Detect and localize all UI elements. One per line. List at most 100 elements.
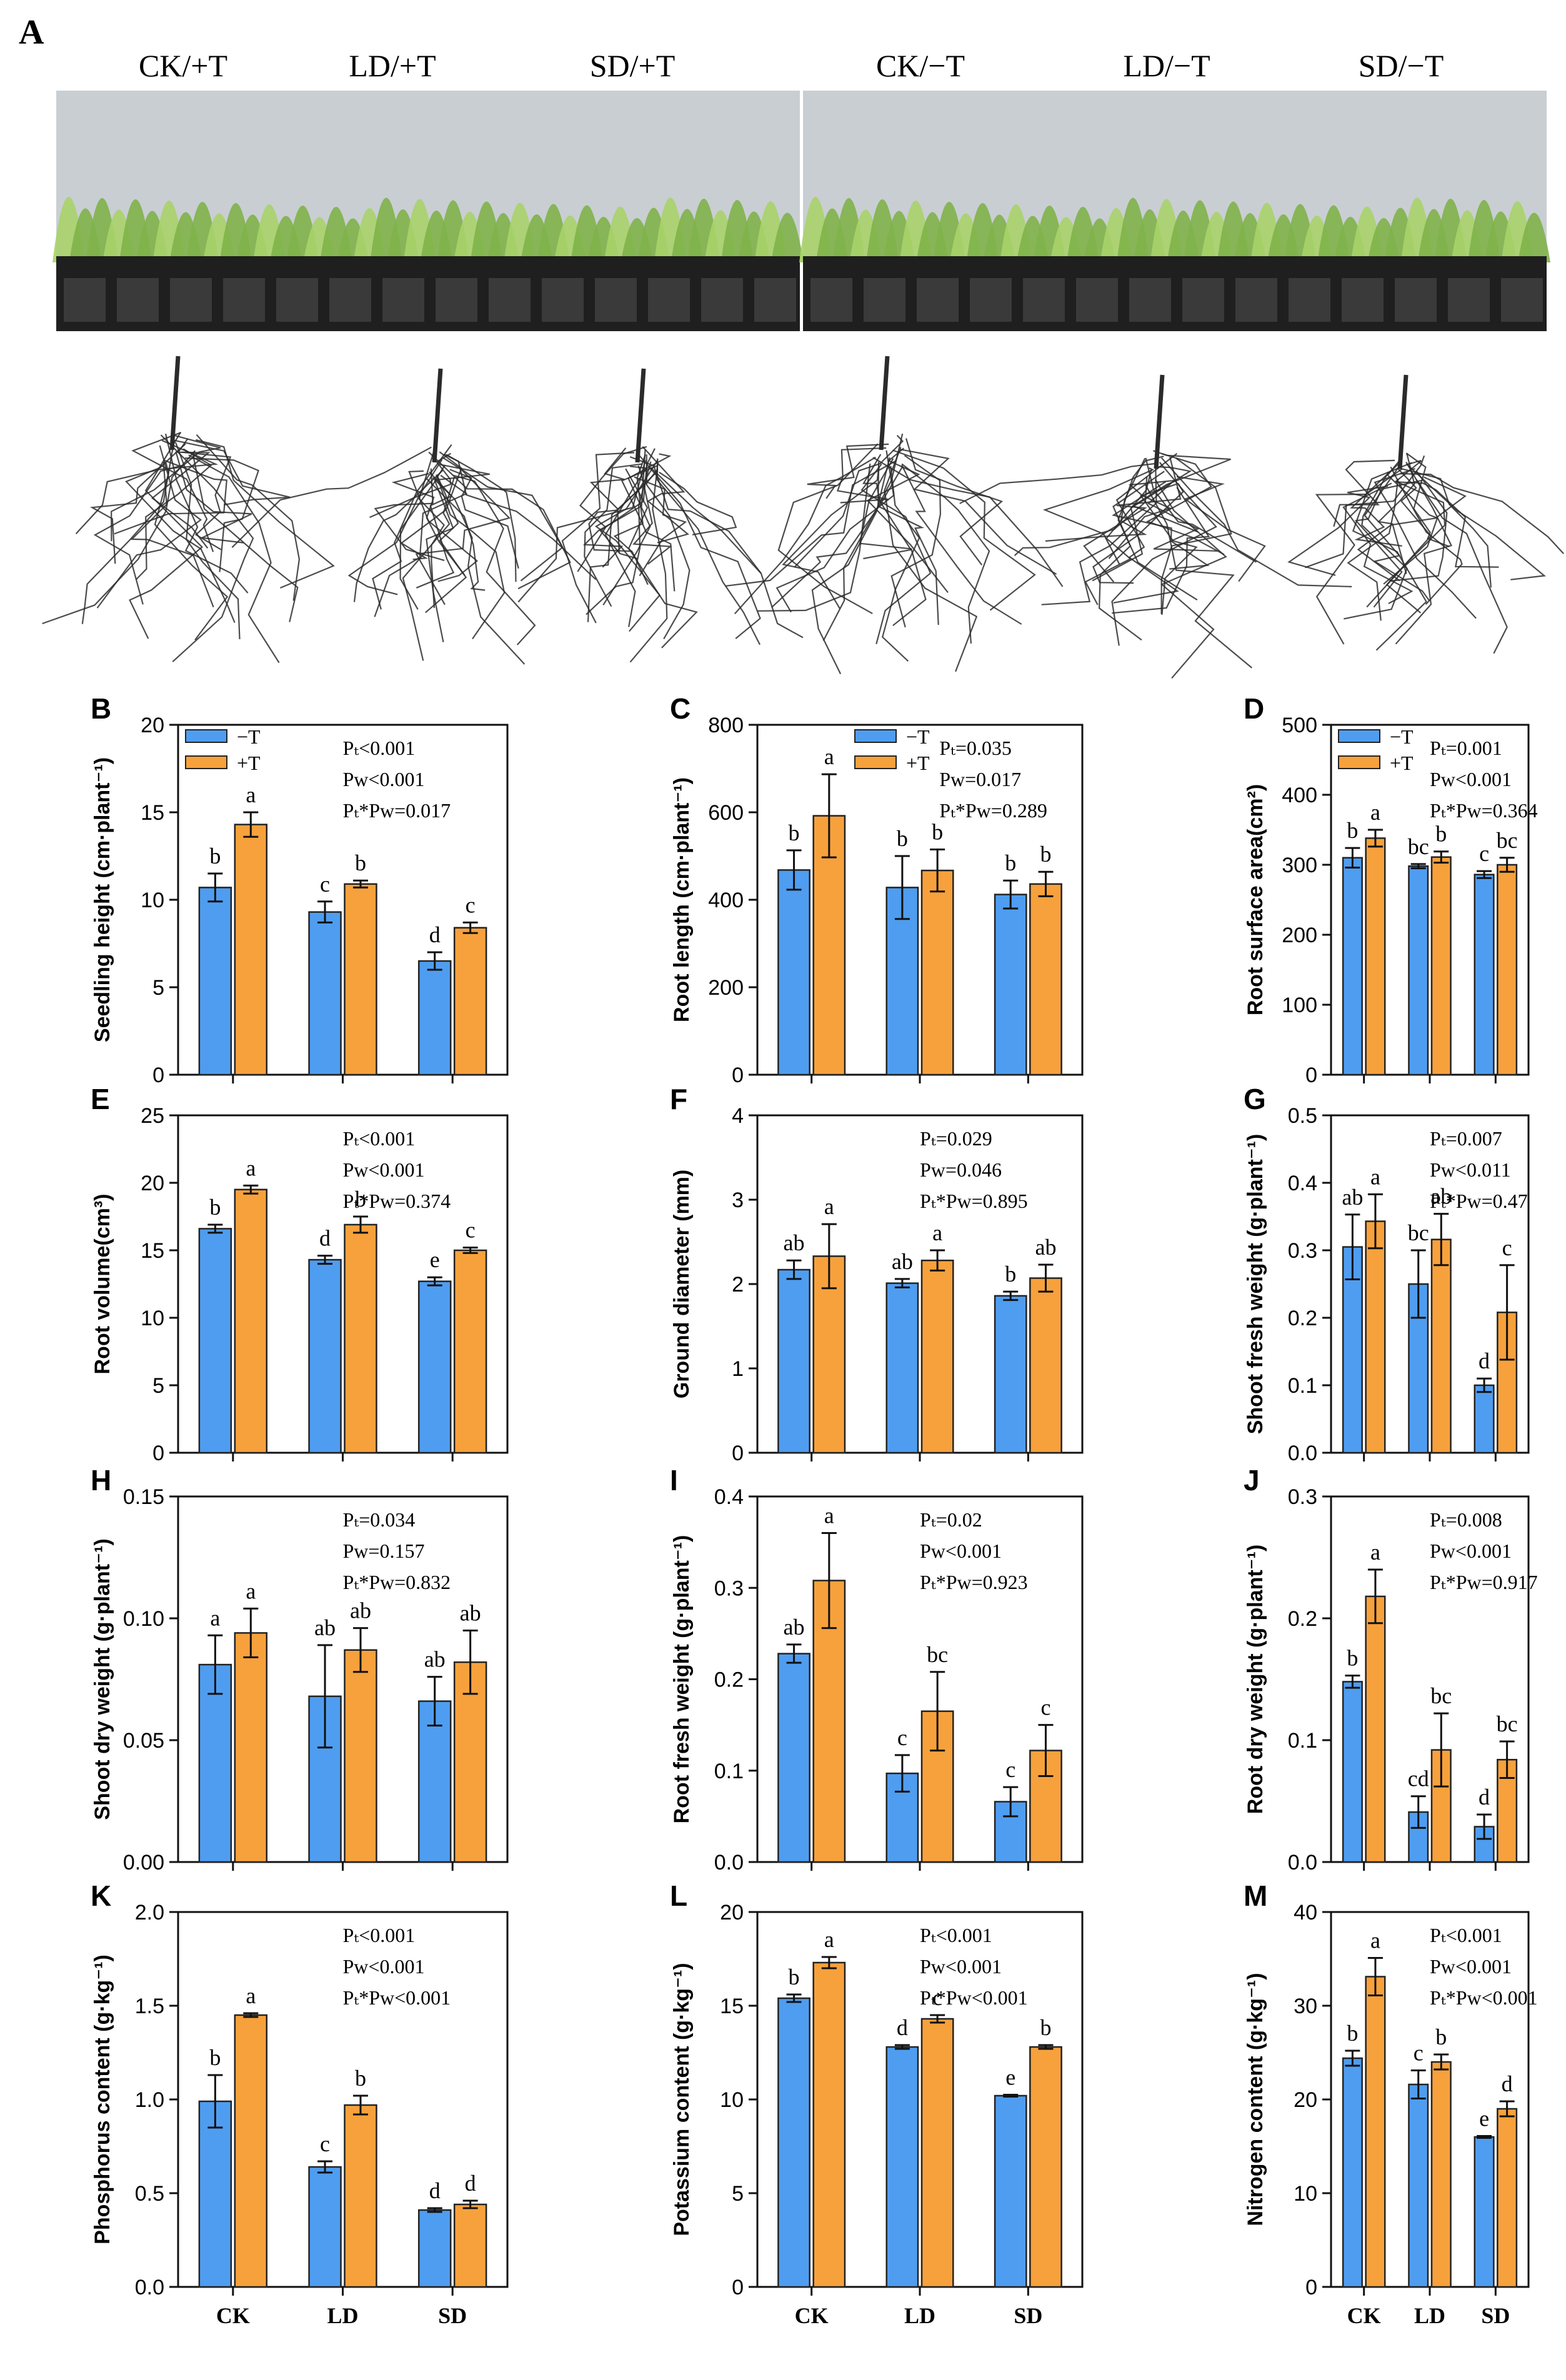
bar-plus-t — [453, 1249, 487, 1454]
bar-plus-t — [1365, 1976, 1386, 2288]
y-tick-label: 0.1 — [1288, 1374, 1317, 1398]
stat-line: Pₜ=0.029 — [920, 1127, 992, 1150]
root-strand — [877, 462, 939, 625]
x-category-label: LD — [904, 2303, 935, 2328]
significance-letter: b — [355, 2066, 366, 2091]
x-category-label: CK — [216, 2303, 250, 2328]
y-tick-label: 0 — [1305, 2276, 1317, 2299]
stat-line: Pₜ*Pᴡ=0.017 — [343, 799, 451, 822]
y-tick-label: 25 — [141, 1104, 164, 1128]
significance-letter: c — [1479, 841, 1489, 866]
root-strand — [629, 456, 762, 574]
root-strand — [415, 467, 511, 605]
y-axis-label: Phosphorus content (g·kg⁻¹) — [91, 1954, 114, 2244]
significance-letter: ab — [460, 1601, 481, 1626]
root-strand — [637, 454, 761, 639]
bar-plus-t — [453, 2203, 487, 2288]
stat-line: Pₜ=0.007 — [1430, 1127, 1502, 1150]
y-tick-label: 0.0 — [1288, 1851, 1317, 1875]
tray-cell — [170, 278, 212, 322]
y-tick-label: 0 — [152, 1441, 164, 1465]
x-category-label: SD — [1481, 2303, 1510, 2328]
bar-plus-t — [1365, 837, 1386, 1076]
y-tick-label: 400 — [708, 889, 744, 912]
root-strand — [1083, 457, 1182, 583]
stat-line: Pₜ*Pᴡ<0.001 — [920, 1986, 1028, 2009]
stat-line: Pₜ*Pᴡ=0.895 — [920, 1190, 1028, 1212]
stat-line: Pₜ*Pᴡ=0.923 — [920, 1571, 1028, 1593]
photo-left-plus-t — [52, 91, 804, 331]
bar-minus-t — [1342, 857, 1363, 1076]
y-tick-label: 1.5 — [135, 1994, 164, 2018]
root-strand — [231, 446, 432, 548]
bar-minus-t — [1408, 2083, 1429, 2288]
root-strand — [642, 446, 689, 544]
tray-cell — [436, 278, 477, 322]
y-tick-label: 400 — [1282, 784, 1317, 807]
significance-letter: bc — [927, 1642, 948, 1667]
panel-letter-E: E — [91, 1083, 110, 1115]
stat-line: Pᴡ<0.001 — [920, 1540, 1002, 1562]
tray-cell — [1076, 278, 1118, 322]
y-tick-label: 0 — [152, 1063, 164, 1087]
root-scan-5 — [1287, 374, 1565, 654]
y-tick-label: 5 — [732, 2182, 744, 2206]
root-strand — [859, 458, 927, 627]
root-strand — [646, 454, 691, 640]
root-strand — [1344, 471, 1408, 620]
x-category-label: SD — [1014, 2303, 1042, 2328]
bar-plus-t — [1365, 1220, 1386, 1454]
panel-letter-K: K — [91, 1880, 111, 1912]
root-strand — [1352, 462, 1427, 651]
bar-plus-t — [344, 883, 377, 1076]
y-tick-label: 0 — [732, 2276, 744, 2299]
root-strand — [1176, 476, 1266, 582]
root-strand — [129, 432, 203, 639]
y-tick-label: 5 — [152, 976, 164, 1000]
panel-a-treatment-labels: CK/+T LD/+T SD/+T CK/−T LD/−T SD/−T — [139, 48, 1444, 83]
y-tick-label: 0.2 — [714, 1668, 744, 1692]
root-strand — [589, 447, 627, 554]
stat-line: Pₜ<0.001 — [920, 1924, 992, 1946]
stat-line: Pₜ=0.02 — [920, 1508, 982, 1531]
stat-line: Pw<0.001 — [343, 768, 425, 790]
root-strand — [174, 442, 241, 639]
chart-panel-H: H 0.00 0.05 0.10 0.15 Shoot dry weight (g·pla… — [91, 1464, 509, 1875]
tray-cell — [1129, 278, 1171, 322]
significance-letter: b — [1435, 822, 1447, 847]
x-category-label: LD — [327, 2303, 358, 2328]
bar-minus-t — [198, 1228, 232, 1454]
bar-plus-t — [344, 1649, 377, 1863]
root-strand — [195, 439, 335, 589]
bar-plus-t — [234, 2014, 268, 2288]
y-tick-label: 0.3 — [714, 1576, 744, 1600]
y-tick-label: 20 — [141, 1172, 164, 1195]
significance-letter: ab — [424, 1647, 446, 1672]
y-tick-label: 0.2 — [1288, 1607, 1317, 1631]
significance-letter: ab — [892, 1249, 913, 1274]
root-strand — [586, 461, 652, 615]
bar-plus-t — [344, 2104, 377, 2288]
significance-letter: a — [1370, 1928, 1380, 1953]
significance-letter: d — [465, 2171, 476, 2196]
bar-minus-t — [1342, 1246, 1363, 1454]
root-strand — [425, 474, 467, 614]
y-tick-label: 100 — [1282, 993, 1317, 1017]
root-strand — [872, 457, 1064, 587]
y-tick-label: 10 — [1294, 2182, 1317, 2206]
y-tick-label: 0.4 — [714, 1485, 744, 1509]
significance-letter: b — [209, 2045, 221, 2070]
tray-cell — [64, 278, 106, 322]
chart-panel-M: M 0 10 20 30 40 Nitrogen content (g·kg⁻¹) CK b a L… — [1244, 1880, 1538, 2328]
root-strand — [1405, 452, 1450, 547]
y-axis-label: Root volume(cm³) — [91, 1194, 114, 1375]
y-axis-label: Root fresh weight (g·plant⁻¹) — [670, 1535, 694, 1824]
tray-cell — [489, 278, 531, 322]
x-category-label: SD — [438, 2303, 467, 2328]
root-strand — [1117, 456, 1198, 601]
tray-cell — [1448, 278, 1490, 322]
significance-letter: a — [824, 1194, 834, 1219]
tray-cell — [1501, 278, 1543, 322]
bar-minus-t — [1408, 865, 1429, 1076]
